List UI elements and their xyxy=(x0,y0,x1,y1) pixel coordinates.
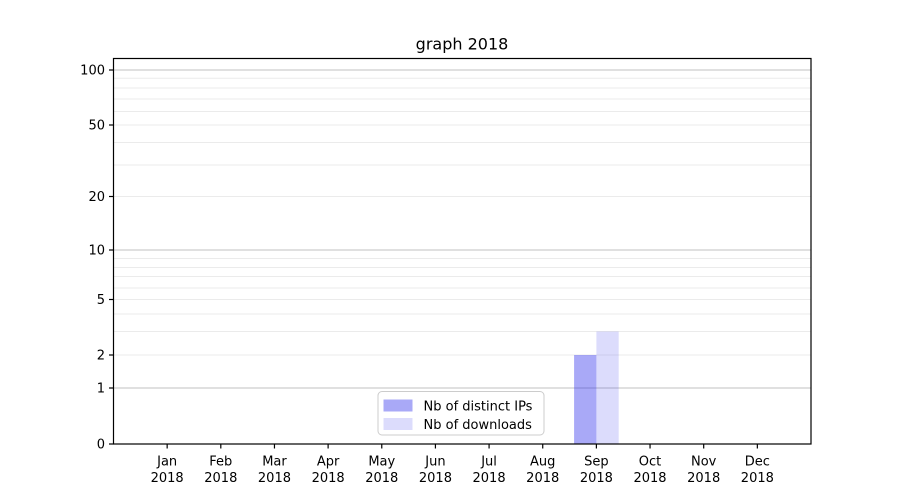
x-tick-month-label: Oct xyxy=(639,455,661,470)
x-tick-month-label: Jul xyxy=(480,455,497,470)
x-tick-year-label: 2018 xyxy=(204,471,237,486)
x-tick-year-label: 2018 xyxy=(473,471,506,486)
x-tick-year-label: 2018 xyxy=(312,471,345,486)
y-tick-label: 50 xyxy=(88,119,105,134)
x-tick-year-label: 2018 xyxy=(365,471,398,486)
y-tick-label: 1 xyxy=(97,382,105,397)
x-tick-month-label: Jan xyxy=(156,455,177,470)
y-tick-label: 100 xyxy=(80,64,105,79)
x-tick-year-label: 2018 xyxy=(687,471,720,486)
y-tick-label: 10 xyxy=(88,244,105,259)
x-tick-year-label: 2018 xyxy=(580,471,613,486)
x-tick-year-label: 2018 xyxy=(526,471,559,486)
y-tick-label: 5 xyxy=(97,293,105,308)
bar-nb-of-downloads xyxy=(596,331,619,444)
x-tick-month-label: May xyxy=(368,455,395,470)
legend: Nb of distinct IPs Nb of downloads xyxy=(377,391,545,436)
x-tick-year-label: 2018 xyxy=(258,471,291,486)
legend-box xyxy=(377,391,545,436)
x-tick-month-label: Aug xyxy=(530,455,555,470)
y-tick-label: 0 xyxy=(97,438,105,453)
minor-gridlines xyxy=(113,77,811,356)
legend-swatch xyxy=(383,418,413,430)
bars xyxy=(574,331,619,444)
plot-frame xyxy=(112,57,812,445)
major-gridlines xyxy=(113,69,811,389)
bar-nb-of-distinct-ips xyxy=(574,355,597,444)
legend-label: Nb of downloads xyxy=(424,418,533,433)
y-tick-label: 2 xyxy=(97,349,105,364)
chart-title: graph 2018 xyxy=(416,35,509,54)
x-tick-month-label: Sep xyxy=(584,455,609,470)
x-tick-month-label: Dec xyxy=(745,455,770,470)
x-tick-month-label: Apr xyxy=(317,455,340,470)
y-axis: 0 1 2 5 10 20 50 100 xyxy=(80,64,114,453)
x-tick-month-label: Nov xyxy=(691,455,717,470)
x-tick-year-label: 2018 xyxy=(633,471,666,486)
legend-swatch xyxy=(383,399,413,412)
x-tick-month-label: Mar xyxy=(262,455,287,470)
x-tick-month-label: Feb xyxy=(209,455,232,470)
x-tick-year-label: 2018 xyxy=(151,471,184,486)
x-tick-month-label: Jun xyxy=(424,455,445,470)
x-tick-year-label: 2018 xyxy=(419,471,452,486)
x-tick-year-label: 2018 xyxy=(741,471,774,486)
x-axis: Jan2018Feb2018Mar2018Apr2018May2018Jun20… xyxy=(151,444,774,486)
y-tick-label: 20 xyxy=(88,190,105,205)
legend-label: Nb of distinct IPs xyxy=(424,399,533,414)
